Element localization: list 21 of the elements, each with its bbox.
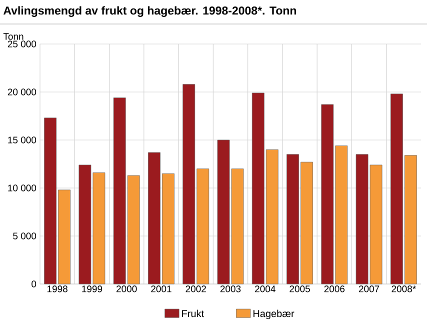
x-tick-label: 2001 bbox=[151, 286, 172, 292]
chart-title: Avlingsmengd av frukt og hagebær. 1998-2008*. Tonn bbox=[3, 6, 296, 17]
legend-label: Hagebær bbox=[253, 310, 294, 320]
y-tick-label: 5 000 bbox=[13, 232, 36, 240]
x-tick-label: 1998 bbox=[47, 286, 68, 292]
y-tick-label: 10 000 bbox=[8, 184, 36, 192]
x-tick-label: 2007 bbox=[358, 286, 380, 292]
y-tick-label: 0 bbox=[32, 280, 36, 288]
x-tick-label: 2004 bbox=[255, 286, 276, 292]
x-tick-label: 2006 bbox=[324, 286, 345, 292]
x-tick-label: 2000 bbox=[116, 286, 137, 292]
x-tick-label: 2008* bbox=[392, 286, 416, 292]
y-tick-label: 25 000 bbox=[8, 40, 36, 48]
x-tick-label: 1999 bbox=[82, 286, 102, 292]
x-tick-label: 2003 bbox=[220, 286, 241, 292]
x-tick-label: 2002 bbox=[186, 286, 206, 292]
legend-label: Frukt bbox=[182, 310, 204, 318]
y-tick-label: 15 000 bbox=[8, 136, 36, 144]
x-tick-label: 2005 bbox=[290, 286, 310, 292]
y-axis-title: Tonn bbox=[3, 33, 24, 40]
y-tick-label: 20 000 bbox=[8, 88, 36, 96]
